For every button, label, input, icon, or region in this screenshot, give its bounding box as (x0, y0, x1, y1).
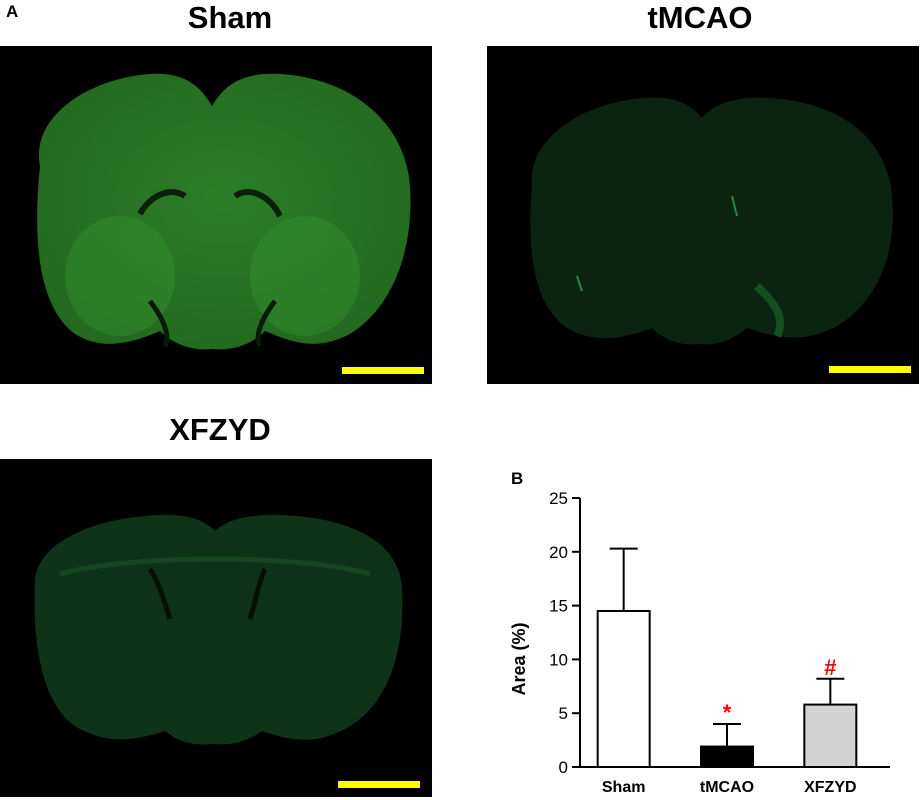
tmcao-brain-section (530, 97, 893, 345)
y-tick-label-25: 25 (549, 489, 568, 508)
bar-xfzyd (803, 703, 858, 768)
sham-title: Sham (187, 0, 273, 35)
panel-a-letter: A (6, 2, 19, 21)
area-bar-chart: B Area (%) 0 5 10 15 20 25 Sham tMCAO * XFZYD # (509, 470, 890, 796)
y-tick-label-10: 10 (549, 650, 568, 669)
sham-scale-bar (342, 367, 424, 374)
x-tick-label-tmcao: tMCAO (700, 779, 754, 796)
sham-micrograph (0, 46, 432, 384)
y-tick-label-5: 5 (559, 704, 568, 723)
y-tick-label-15: 15 (549, 597, 568, 616)
xfzyd-scale-bar (338, 781, 420, 788)
significance-mark-xfzyd: # (824, 655, 836, 680)
tmcao-scale-bar (829, 366, 911, 373)
y-tick-label-20: 20 (549, 543, 568, 562)
sham-brain-section (37, 73, 411, 350)
bar-sham (596, 609, 651, 768)
x-tick-label-sham: Sham (602, 779, 646, 796)
y-tick-label-0: 0 (559, 758, 568, 777)
xfzyd-brain-section (34, 514, 403, 745)
tmcao-title: tMCAO (647, 0, 753, 35)
significance-mark-tmcao: * (723, 700, 732, 725)
tmcao-micrograph (487, 46, 919, 384)
xfzyd-title: XFZYD (169, 412, 271, 447)
xfzyd-micrograph (0, 459, 432, 797)
y-axis-label: Area (%) (509, 622, 529, 695)
bar-tmcao (700, 745, 754, 768)
panel-b-letter: B (511, 470, 523, 488)
x-tick-label-xfzyd: XFZYD (804, 779, 856, 796)
